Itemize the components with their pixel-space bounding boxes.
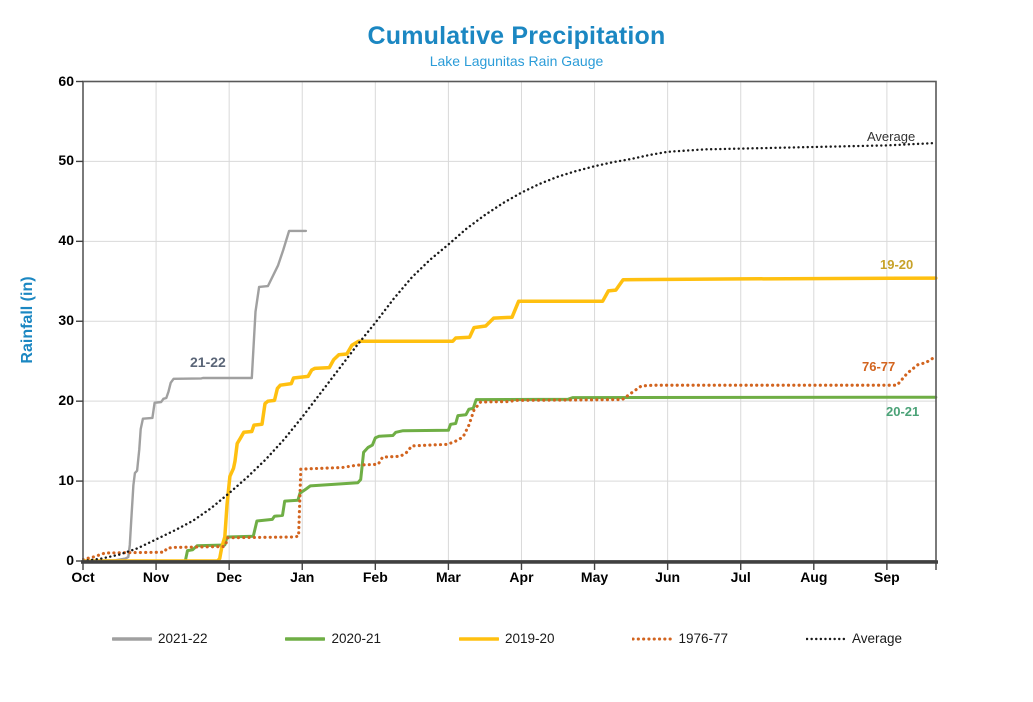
y-tick-label: 30 [58,312,74,329]
x-tick-label: Apr [509,569,534,585]
legend-swatch-solid-gray [112,636,152,641]
chart-title: Cumulative Precipitation [367,22,666,50]
legend-label: 2019-20 [504,631,555,646]
y-tick-label: 20 [58,392,74,409]
x-tick-label: Jul [730,569,751,585]
legend-label: 2021-22 [158,631,208,646]
series-line-2019-20 [82,276,938,562]
x-tick-label: Dec [216,569,242,585]
legend-item-1976-77: 1976-77 [632,631,728,646]
legend-item-2019-20: 2019-20 [458,631,555,646]
legend-swatch-solid-green [285,636,326,641]
x-tick-label: Sep [874,569,900,585]
series-label-21-22: 21-22 [190,354,226,370]
legend-label: 2020-21 [331,631,382,646]
series-line-2020-21 [82,395,938,562]
y-tick-label: 0 [66,552,74,568]
x-tick-label: Aug [800,569,828,585]
legend: 2021-22 2020-21 2019-20 1976-77 Average [112,631,902,646]
x-tick-label: Nov [142,569,170,585]
x-tick-label: May [580,569,609,585]
y-tick-label: 40 [58,232,74,249]
y-tick-label: 50 [58,152,74,169]
legend-swatch-solid-gold [458,636,499,641]
legend-label: Average [851,631,902,646]
series-label-19-20: 19-20 [880,257,914,272]
y-tick-label: 60 [58,72,74,89]
x-tick-label: Oct [71,569,95,585]
series-line-1976-77 [82,354,938,561]
x-tick-label: Feb [362,569,388,585]
series-line-2021-22 [82,229,308,562]
series-line-Average [82,141,937,562]
x-tick-label: Jan [290,569,315,585]
legend-swatch-dotted-orange [632,636,673,641]
series-label-76-77: 76-77 [862,359,896,374]
legend-item-2021-22: 2021-22 [112,631,208,646]
legend-label: 1976-77 [678,631,728,646]
x-tick-label: Jun [655,569,681,585]
legend-swatch-dotted-black [805,637,846,640]
y-tick-label: 10 [58,472,74,489]
series-label-20-21: 20-21 [886,404,920,419]
legend-item-2020-21: 2020-21 [285,631,381,646]
x-tick-label: Mar [435,569,461,585]
legend-item-average: Average [805,631,902,646]
series-label-average: Average [867,129,916,144]
chart-subtitle: Lake Lagunitas Rain Gauge [429,53,604,69]
